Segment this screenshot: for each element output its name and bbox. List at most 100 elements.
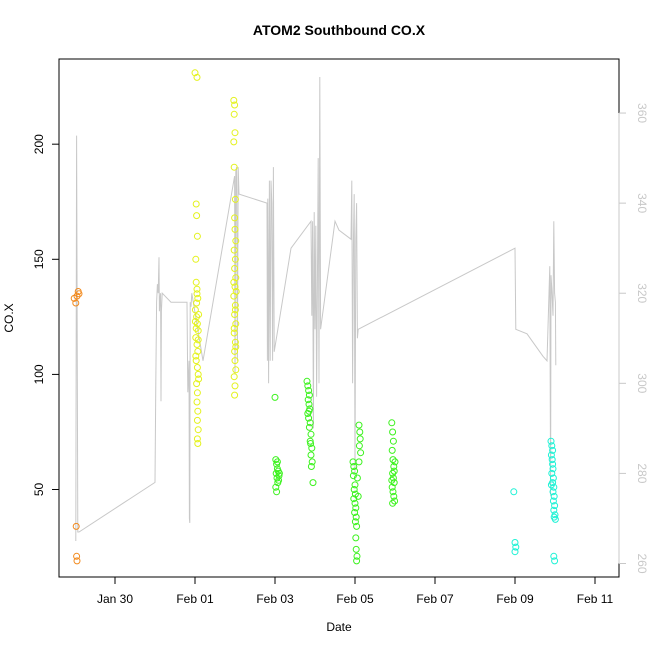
- data-point: [232, 237, 240, 245]
- data-point: [193, 232, 201, 240]
- x-tick-label: Feb 01: [176, 592, 214, 606]
- data-point: [232, 366, 240, 374]
- data-point: [72, 522, 80, 530]
- data-point: [389, 488, 397, 496]
- data-point: [194, 336, 202, 344]
- data-point: [231, 101, 239, 109]
- data-point: [351, 467, 359, 475]
- data-point: [350, 486, 358, 493]
- data-point: [355, 458, 363, 466]
- data-point: [353, 522, 361, 530]
- y-axis-label: CO.X: [2, 303, 16, 332]
- data-point: [390, 492, 398, 500]
- data-point: [305, 414, 313, 422]
- data-point: [549, 446, 557, 454]
- data-point: [231, 255, 239, 263]
- data-point: [510, 488, 518, 496]
- data-point: [192, 200, 200, 208]
- data-point: [230, 246, 238, 254]
- data-point: [549, 460, 557, 468]
- data-point: [549, 497, 557, 505]
- data-point: [231, 382, 239, 390]
- data-point: [304, 396, 312, 404]
- data-point: [194, 347, 202, 355]
- data-point: [73, 557, 81, 565]
- data-point: [193, 398, 201, 406]
- data-point: [356, 428, 364, 436]
- data-point: [192, 352, 200, 360]
- data-point: [549, 488, 557, 496]
- y2-tick-label: 280: [635, 463, 649, 483]
- data-point: [191, 318, 199, 325]
- data-point: [193, 212, 201, 220]
- x-axis-label: Date: [326, 620, 352, 634]
- data-point: [548, 456, 556, 464]
- data-point: [550, 492, 558, 500]
- data-point: [389, 499, 397, 507]
- data-point: [550, 552, 558, 560]
- data-point: [273, 488, 281, 496]
- data-point: [547, 437, 555, 445]
- data-point: [551, 515, 559, 523]
- x-tick-label: Feb 11: [577, 592, 614, 606]
- data-point: [353, 552, 361, 560]
- data-point: [75, 290, 83, 298]
- data-point: [353, 557, 361, 565]
- data-point: [303, 377, 311, 385]
- data-point: [549, 465, 557, 473]
- data-point: [195, 311, 203, 318]
- data-point: [194, 407, 202, 415]
- data-point: [389, 456, 397, 464]
- data-point: [192, 324, 200, 332]
- data-point: [355, 442, 363, 450]
- data-point: [230, 138, 238, 146]
- data-point: [353, 474, 361, 482]
- data-point: [193, 389, 201, 397]
- data-point: [193, 299, 201, 307]
- data-point: [230, 163, 238, 171]
- data-point: [391, 497, 399, 505]
- data-point: [350, 463, 358, 470]
- data-point: [548, 442, 556, 450]
- data-point: [231, 265, 239, 272]
- data-point: [191, 306, 199, 314]
- y2-tick-label: 320: [635, 283, 649, 303]
- data-point: [275, 476, 283, 484]
- y2-tick-label: 360: [635, 103, 649, 123]
- y2-tick-label: 300: [635, 373, 649, 393]
- data-point: [547, 481, 555, 489]
- data-point: [390, 479, 398, 487]
- data-point: [232, 288, 240, 295]
- data-point: [548, 469, 556, 477]
- y2-tick-label: 260: [635, 553, 649, 573]
- data-point: [273, 458, 281, 466]
- data-point: [232, 343, 240, 351]
- data-point: [551, 557, 559, 565]
- data-point: [230, 324, 238, 332]
- data-point: [272, 483, 280, 491]
- data-point: [305, 423, 313, 431]
- y-tick-label: 50: [32, 483, 46, 497]
- data-point: [192, 357, 200, 365]
- data-point: [230, 329, 238, 337]
- data-point: [72, 299, 80, 307]
- data-point: [309, 479, 317, 487]
- data-point: [230, 96, 238, 104]
- y-tick-label: 150: [32, 249, 46, 269]
- data-point: [271, 393, 279, 401]
- y-tick-label: 200: [32, 134, 46, 154]
- data-point: [194, 294, 202, 302]
- data-point: [193, 285, 201, 293]
- data-point: [351, 481, 359, 489]
- secondary-series-line: [75, 76, 557, 542]
- data-point: [231, 391, 239, 399]
- y2-tick-label: 340: [635, 193, 649, 213]
- data-point: [306, 419, 314, 427]
- data-point: [547, 451, 555, 459]
- data-point: [351, 499, 359, 507]
- data-point: [352, 504, 360, 512]
- axes-layer: Jan 30 Feb 01 Feb 03 Feb 05 Feb 07 Feb 09 Feb …: [32, 103, 649, 606]
- data-point: [511, 539, 519, 546]
- data-point: [305, 391, 313, 399]
- data-point: [352, 545, 360, 553]
